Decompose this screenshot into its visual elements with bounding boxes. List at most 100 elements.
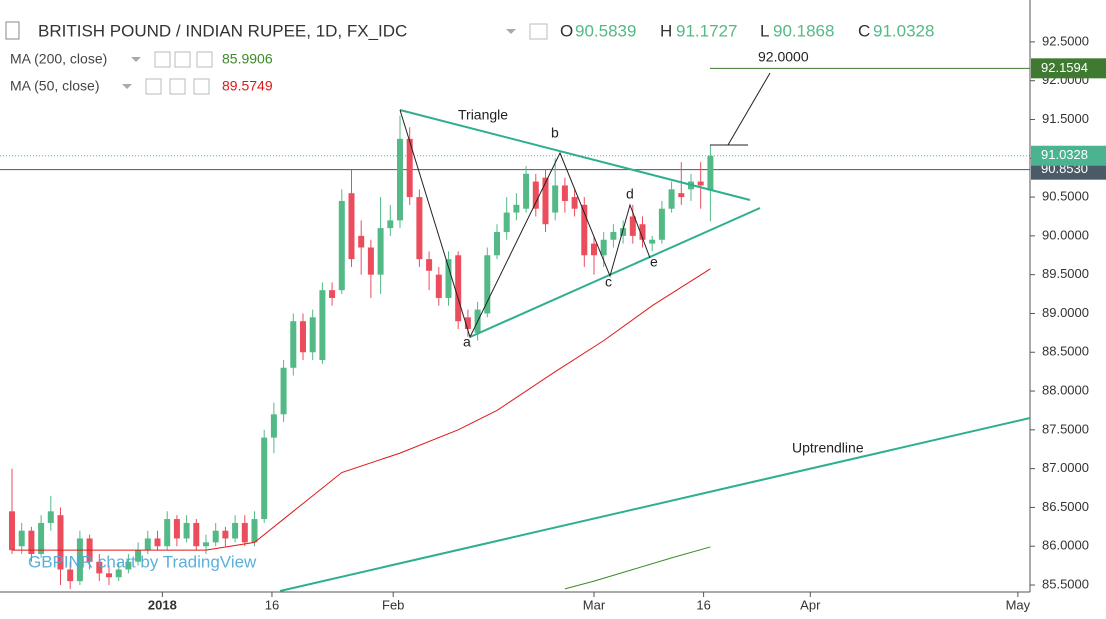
y-tick-label: 86.5000 [1042, 499, 1089, 514]
uptrendline [279, 417, 1031, 592]
eye-icon[interactable] [154, 51, 171, 68]
candle-body [125, 561, 132, 570]
ohlc-value: 90.1868 [773, 21, 834, 40]
candle-body [18, 530, 25, 547]
price-label-box [1031, 58, 1106, 79]
candle-body [484, 255, 491, 314]
candle-body [222, 530, 229, 539]
candle-body [435, 274, 442, 298]
y-tick-label: 89.0000 [1042, 305, 1089, 320]
candle-body [319, 290, 326, 361]
eye-icon[interactable] [145, 78, 162, 95]
candle-body [299, 321, 306, 353]
ohlc-label: H [660, 21, 672, 40]
candle-body [668, 189, 675, 209]
candle-body [348, 193, 355, 260]
candle-body [309, 317, 316, 353]
legend-value: 89.5749 [222, 78, 273, 94]
y-tick-label: 92.5000 [1042, 33, 1089, 48]
ma-line [564, 546, 711, 590]
legend-name: MA (200, close) [10, 51, 107, 67]
remove-icon[interactable] [193, 78, 210, 95]
candle-body [464, 317, 471, 329]
candle-body [57, 515, 64, 570]
candle-body [377, 228, 384, 275]
candle-body [38, 522, 45, 554]
eye-icon[interactable] [529, 23, 548, 40]
candle-body [513, 204, 520, 213]
candle-body [251, 519, 258, 543]
candle-body [367, 247, 374, 275]
candle-body [697, 181, 704, 186]
y-tick-label: 90.5000 [1042, 189, 1089, 204]
candle-body [610, 231, 617, 240]
y-tick-label: 91.5000 [1042, 111, 1089, 126]
legend-icons [145, 51, 213, 95]
drawings [279, 72, 1031, 592]
y-tick-label: 86.0000 [1042, 538, 1089, 553]
x-tick-label: May [1006, 597, 1031, 612]
candle-body [164, 519, 171, 547]
candle-body [329, 290, 336, 298]
candle-body [649, 239, 656, 244]
y-tick-label: 87.0000 [1042, 460, 1089, 475]
candle-body [416, 197, 423, 260]
watermark: GBPINR chart by TradingView [28, 552, 257, 571]
candle-body [290, 321, 297, 368]
candle-body [523, 173, 530, 209]
x-tick-label: 16 [265, 597, 279, 612]
candle-body [445, 259, 452, 298]
candle-body [76, 538, 83, 582]
ohlc-value: 91.1727 [676, 21, 737, 40]
candle-body [406, 138, 413, 198]
candle-body [600, 239, 607, 256]
price-label: 91.0328 [1041, 147, 1088, 162]
candle-body [561, 185, 568, 201]
candle-body [115, 569, 122, 578]
remove-icon[interactable] [196, 51, 213, 68]
candle-body [183, 522, 190, 539]
candle-body [590, 243, 597, 256]
collapse-icon[interactable] [5, 21, 20, 40]
candle-body [426, 259, 433, 271]
candle-body [455, 255, 462, 322]
candle-body [358, 235, 365, 248]
price-label-box [1031, 145, 1106, 166]
candle-body [678, 193, 685, 198]
candle-body [280, 367, 287, 415]
dropdown[interactable] [506, 29, 516, 34]
candle-body [232, 522, 239, 539]
x-tick-label: Feb [382, 597, 404, 612]
candle-body [503, 212, 510, 232]
chart-title: BRITISH POUND / INDIAN RUPEE, 1D, FX_IDC [38, 21, 407, 40]
dropdown[interactable] [131, 57, 141, 62]
annotation: Uptrendline [792, 440, 864, 456]
price-label: 92.1594 [1041, 60, 1088, 75]
ohlc-legend: O 90.5839 H 91.1727 L 90.1868 C 91.0328 [560, 21, 934, 40]
ohlc-label: O [560, 21, 573, 40]
settings-icon[interactable] [174, 51, 191, 68]
annotation: b [551, 125, 559, 141]
candle-body [571, 197, 578, 209]
annotation: 92.0000 [758, 49, 809, 65]
annotation: Triangle [458, 107, 508, 123]
candle-body [532, 181, 539, 209]
candle-body [202, 542, 209, 547]
candle-body [212, 530, 219, 543]
settings-icon[interactable] [169, 78, 186, 95]
candle-body [639, 224, 646, 240]
ohlc-value: 90.5839 [575, 21, 636, 40]
ohlc-value: 91.0328 [873, 21, 934, 40]
candle-body [154, 538, 161, 547]
candle-body [542, 177, 549, 225]
candle-body [338, 200, 345, 291]
candle-body [493, 231, 500, 256]
candle-body [193, 522, 200, 547]
dropdown[interactable] [122, 84, 132, 89]
ohlc-label: C [858, 21, 870, 40]
candle-body [8, 511, 15, 551]
ma-line [11, 268, 711, 551]
annotation: c [605, 274, 612, 290]
candle-body [387, 220, 394, 229]
